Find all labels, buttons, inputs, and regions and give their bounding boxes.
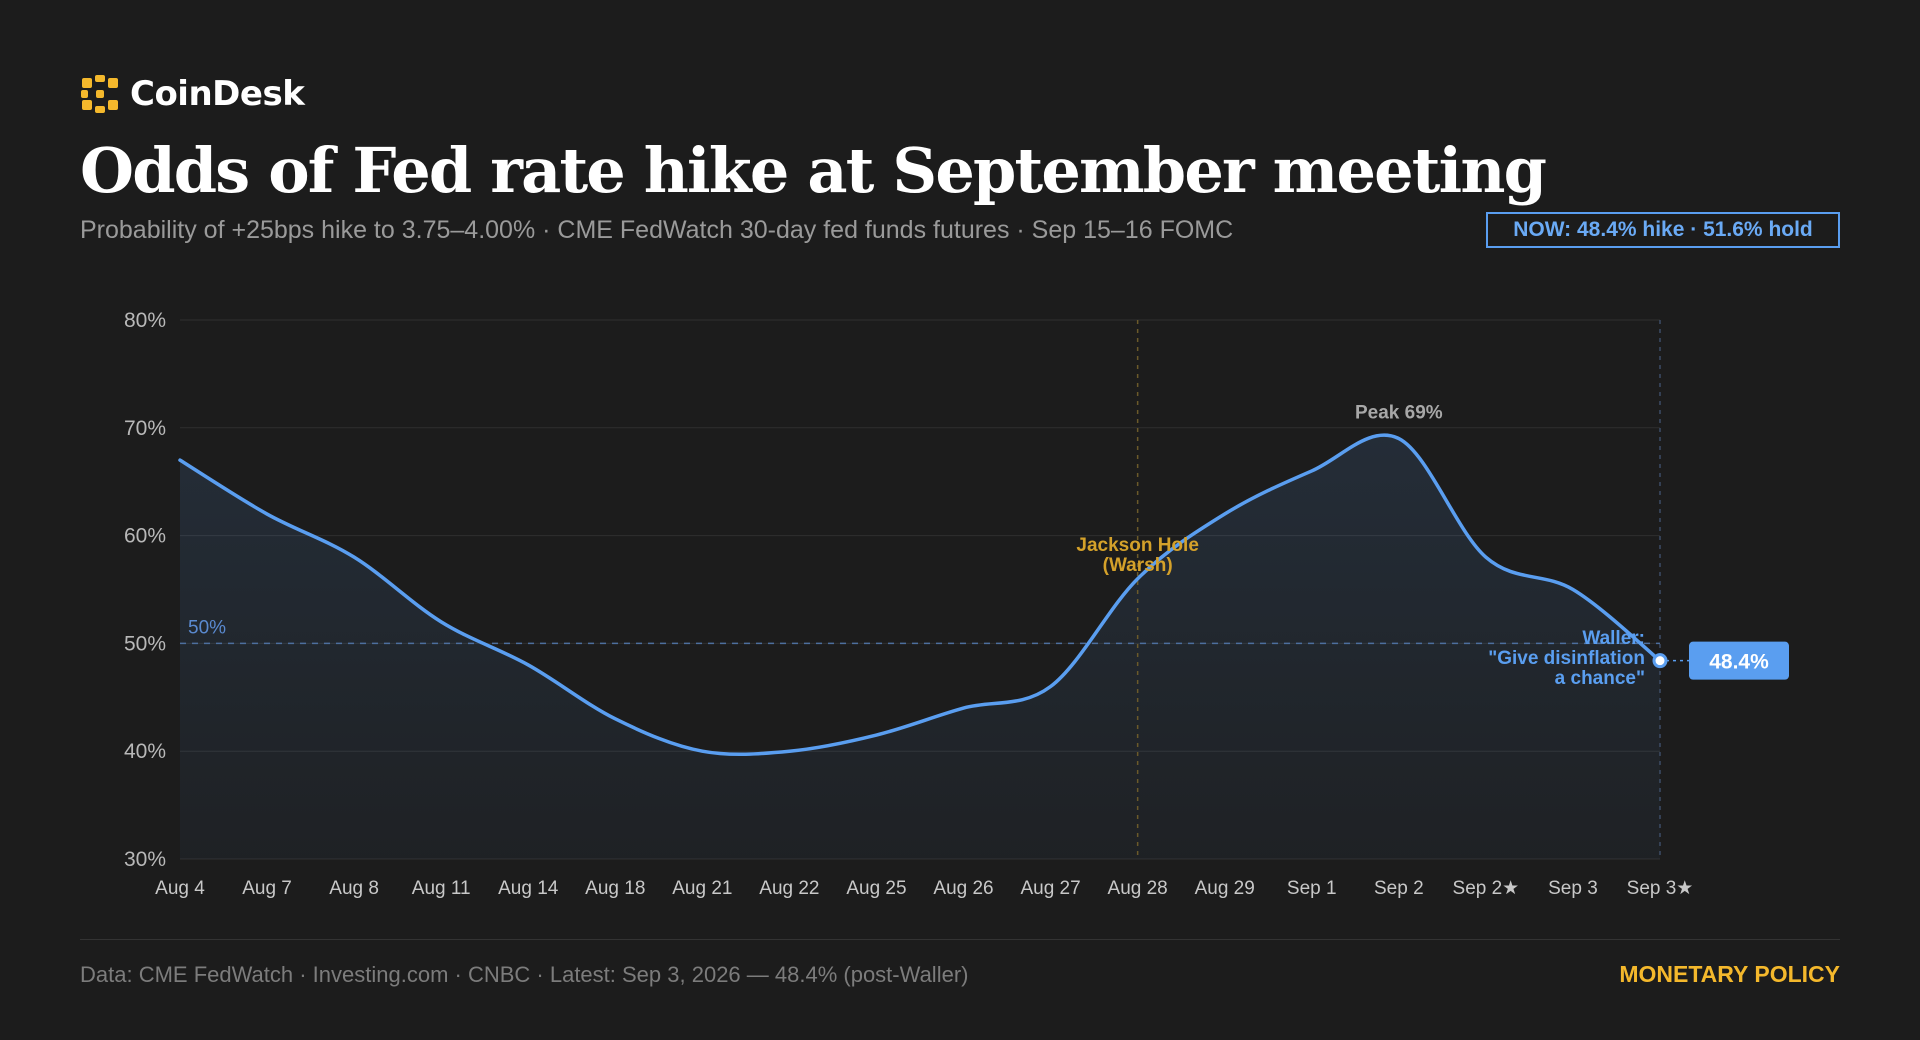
x-tick-label: Aug 22 [759, 878, 819, 899]
x-tick-label: Aug 7 [242, 878, 292, 899]
x-tick-label: Aug 29 [1195, 878, 1255, 899]
y-tick-label: 60% [124, 525, 166, 548]
peak-annotation: Peak 69% [1355, 403, 1443, 424]
reference-line-label: 50% [188, 617, 226, 638]
x-tick-label: Aug 21 [672, 878, 732, 899]
footer-source: Data: CME FedWatch · Investing.com · CNB… [80, 962, 969, 987]
x-tick-label: Sep 2 [1374, 878, 1424, 899]
series-line [178, 433, 1662, 757]
y-tick-label: 80% [124, 309, 166, 332]
area-fill [180, 435, 1660, 859]
latest-value-label: 48.4% [1709, 651, 1769, 674]
x-tick-label: Aug 11 [412, 878, 471, 899]
latest-value-pill [1689, 641, 1789, 680]
footer-category: MONETARY POLICY [1619, 961, 1840, 987]
x-tick-label: Aug 18 [585, 878, 645, 899]
event-annotation-label: (Warsh) [1103, 555, 1173, 576]
y-tick-label: 70% [124, 417, 166, 440]
x-tick-label: Sep 2★ [1453, 878, 1520, 899]
x-tick-label: Aug 8 [329, 878, 379, 899]
chart-title: Odds of Fed rate hike at September meeti… [80, 134, 1547, 207]
x-tick-label: Aug 4 [155, 878, 205, 899]
latest-point-marker [1652, 653, 1668, 669]
y-tick-label: 40% [124, 740, 166, 763]
end-annotation-label: Waller: [1582, 628, 1645, 649]
x-tick-label: Aug 25 [846, 878, 906, 899]
footer-divider [80, 939, 1840, 940]
x-tick-label: Sep 1 [1287, 878, 1337, 899]
y-tick-label: 50% [124, 632, 166, 655]
brand-logo: CoinDesk [80, 74, 305, 114]
brand-name: CoinDesk [130, 74, 305, 114]
x-tick-label: Aug 14 [498, 878, 559, 899]
now-badge: NOW: 48.4% hike · 51.6% hold [1486, 212, 1840, 248]
x-tick-label: Sep 3★ [1627, 878, 1694, 899]
y-tick-label: 30% [124, 848, 166, 871]
x-tick-label: Aug 26 [933, 878, 993, 899]
x-tick-label: Aug 28 [1108, 878, 1168, 899]
coindesk-logo-icon [81, 75, 118, 113]
x-tick-label: Sep 3 [1548, 878, 1598, 899]
chart-subtitle: Probability of +25bps hike to 3.75–4.00%… [80, 216, 1234, 244]
x-tick-label: Aug 27 [1020, 878, 1080, 899]
end-annotation-label: "Give disinflation [1488, 648, 1645, 669]
event-annotation-label: Jackson Hole [1076, 535, 1199, 556]
end-annotation-label: a chance" [1555, 668, 1645, 689]
